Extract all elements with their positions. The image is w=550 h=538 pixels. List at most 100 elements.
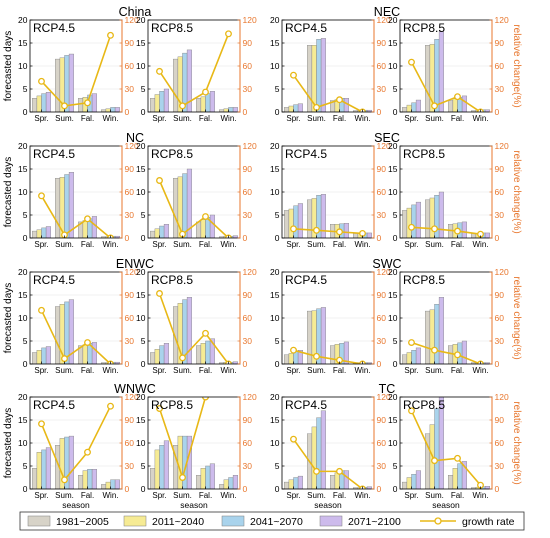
x-tick-label: Fal. [451,240,464,249]
growth-point [156,405,163,412]
bar [150,230,156,238]
right-tick-label: 30 [125,210,135,220]
left-tick-label: 10 [388,187,398,197]
growth-line [158,33,230,107]
bar [114,479,120,489]
chart-panel-tc-rcp85: 0 5 10 15 20 0 30 60 90 120 Spr. Sum. Fal. Win. RCP8.5… [388,392,522,510]
x-tick-label: Win. [221,366,237,375]
scenario-label: RCP8.5 [151,21,193,35]
x-axis-title: season [432,500,460,510]
left-tick-label: 15 [136,415,146,425]
left-axis-title: forecasted days [3,157,14,228]
bar [320,307,326,364]
left-tick-label: 5 [275,336,280,346]
right-tick-label: 60 [125,187,135,197]
bar [484,232,490,238]
left-tick-label: 15 [270,164,280,174]
x-tick-label: Sum. [425,491,444,500]
growth-point [408,58,415,66]
x-tick-label: Win. [473,240,489,249]
bar [186,49,192,112]
left-tick-label: 15 [270,38,280,48]
bar [154,349,160,364]
right-tick-label: 60 [377,313,387,323]
x-tick-label: Sum. [55,366,74,375]
x-axis-title: season [314,500,342,510]
bar [41,347,47,364]
left-tick-label: 15 [18,164,28,174]
left-tick-label: 15 [388,290,398,300]
growth-point [336,228,343,236]
bar [293,104,299,112]
bar [320,38,326,112]
growth-point [156,290,163,297]
right-tick-label: 90 [243,38,253,48]
bar [78,97,84,112]
bar [45,92,51,112]
x-tick-label: Win. [473,114,489,123]
bar [36,95,42,112]
bar [411,474,417,489]
growth-line [40,309,112,364]
bar [205,93,211,112]
right-tick-label: 30 [495,210,505,220]
growth-point [225,30,232,38]
x-tick-label: Win. [221,114,237,123]
bar [105,481,111,489]
left-tick-label: 0 [275,359,280,369]
legend: 1981~2005 2011~2040 2041~2070 2071~2100 grow… [19,511,525,531]
left-tick-label: 20 [270,392,280,402]
bar [415,99,421,112]
chart-panel-sec-rcp45: 0 5 10 15 20 0 30 60 90 120 Spr. Sum. Fal. Win. RCP4.5… [270,131,400,249]
growth-point [84,339,91,346]
bar [288,105,294,112]
bar [288,208,294,238]
bar [91,469,97,489]
right-tick-label: 0 [125,107,130,117]
plot-area [32,299,120,364]
growth-point [202,329,209,337]
bar [434,408,440,489]
right-tick-label: 90 [377,38,387,48]
bar [457,463,463,489]
right-tick-label: 30 [377,336,387,346]
chart-panel-nc-rcp45: 0 5 10 15 20 0 30 60 90 120 Spr. Sum. Fal. Win. RCP4.5… [3,131,144,249]
bar [429,309,435,364]
growth-point [336,467,343,475]
left-tick-label: 20 [136,267,146,277]
x-tick-label: Spr. [152,366,166,375]
bar [182,173,188,238]
plot-area [402,31,490,112]
scenario-label: RCP4.5 [33,273,75,287]
bar [196,97,202,112]
x-tick-label: Fal. [333,366,346,375]
x-tick-label: Fal. [333,240,346,249]
left-tick-label: 0 [23,233,28,243]
growth-point [107,402,114,410]
right-tick-label: 60 [377,61,387,71]
scenario-label: RCP4.5 [33,21,75,35]
right-tick-label: 120 [495,392,509,402]
right-tick-label: 0 [243,107,248,117]
right-tick-label: 90 [495,290,505,300]
bar [68,53,74,112]
growth-point [179,354,186,362]
right-tick-label: 0 [377,233,382,243]
left-tick-label: 10 [270,313,280,323]
growth-point [156,67,163,75]
plot-area [150,30,238,112]
right-tick-label: 90 [125,164,135,174]
right-tick-label: 90 [377,164,387,174]
x-tick-label: Spr. [34,366,48,375]
bar [415,201,421,238]
growth-point [454,351,461,359]
bar [293,205,299,238]
right-tick-label: 30 [495,461,505,471]
legend-label: growth rate [462,516,515,528]
bar [55,177,61,238]
region-title: NC [126,131,144,145]
growth-point [336,96,343,104]
growth-point [454,454,461,462]
left-tick-label: 10 [270,187,280,197]
left-tick-label: 20 [270,141,280,151]
